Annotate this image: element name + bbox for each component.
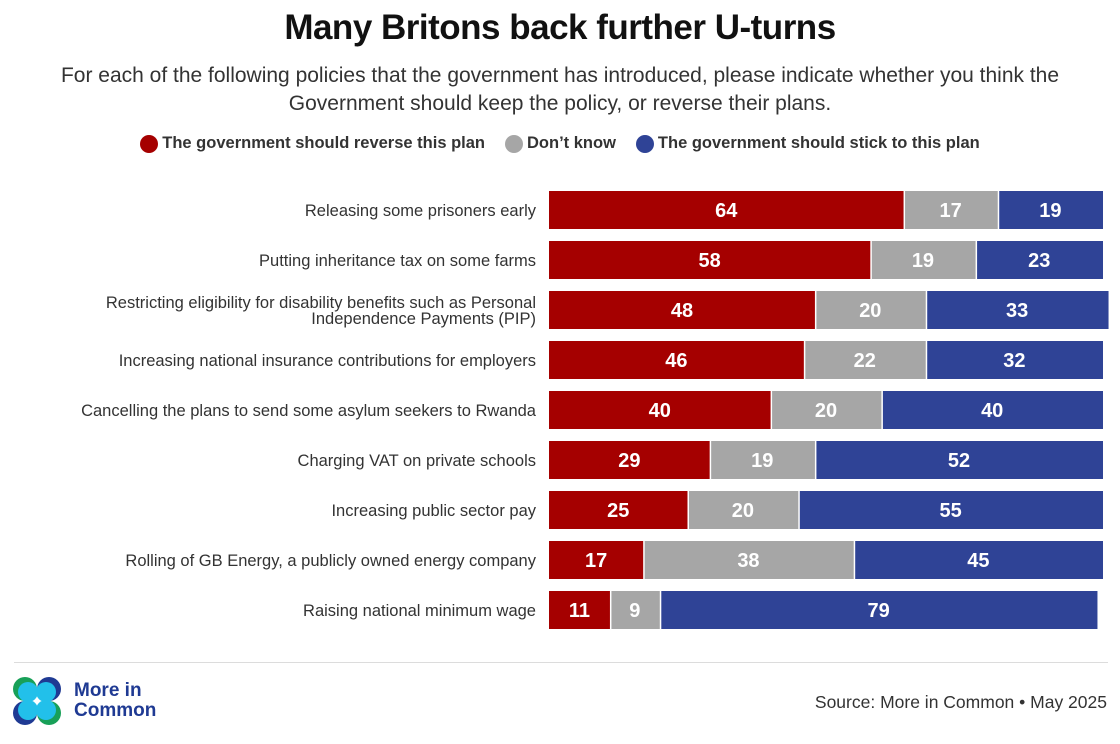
value-label-reverse: 11 (569, 600, 590, 622)
value-label-dont-know: 20 (732, 500, 754, 522)
value-label-dont-know: 19 (751, 450, 773, 472)
bar-segment-dont-know (711, 441, 815, 479)
legend: The government should reverse this plan … (0, 134, 1120, 153)
value-label-dont-know: 9 (629, 600, 640, 622)
category-label: Restricting eligibility for disability b… (106, 294, 536, 312)
value-label-stick: 19 (1039, 200, 1061, 222)
bar-segment-reverse (549, 541, 644, 579)
logo-text-line1: More in (74, 680, 142, 701)
value-label-dont-know: 22 (854, 350, 876, 372)
value-label-stick: 79 (868, 600, 890, 622)
value-label-dont-know: 38 (737, 550, 759, 572)
logo-text-line2: Common (74, 700, 157, 721)
footer-divider (14, 662, 1108, 663)
bar-segment-reverse (549, 441, 710, 479)
bar-segment-reverse (549, 491, 688, 529)
value-label-stick: 45 (967, 550, 989, 572)
category-label: Increasing public sector pay (331, 502, 536, 520)
value-label-dont-know: 19 (912, 250, 934, 272)
category-label: Raising national minimum wage (303, 602, 536, 620)
legend-dot-reverse (140, 134, 159, 153)
value-label-stick: 33 (1006, 300, 1028, 322)
bar-segment-stick (799, 491, 1103, 529)
value-label-stick: 23 (1028, 250, 1050, 272)
bar-segment-stick (816, 441, 1103, 479)
value-label-stick: 32 (1003, 350, 1025, 372)
category-label: Rolling of GB Energy, a publicly owned e… (125, 552, 536, 570)
bar-segment-reverse (549, 191, 904, 229)
category-label: Releasing some prisoners early (305, 202, 537, 220)
legend-label-dont-know: Don’t know (527, 134, 616, 152)
chart-subtitle: For each of the following policies that … (60, 64, 1060, 115)
value-label-dont-know: 20 (859, 300, 881, 322)
category-label: Increasing national insurance contributi… (119, 352, 536, 370)
bar-segment-stick (855, 541, 1103, 579)
bar-segment-reverse (549, 391, 771, 429)
value-label-reverse: 17 (585, 550, 607, 572)
bar-segment-dont-know (644, 541, 854, 579)
bar-segment-dont-know (871, 241, 976, 279)
value-label-reverse: 25 (607, 500, 629, 522)
value-label-reverse: 40 (649, 400, 671, 422)
category-label: Charging VAT on private schools (298, 452, 536, 470)
value-label-stick: 52 (948, 450, 970, 472)
category-label: Independence Payments (PIP) (311, 310, 536, 328)
legend-item-reverse: The government should reverse this plan (140, 134, 485, 153)
bar-segment-stick (999, 191, 1103, 229)
bar-segment-dont-know (772, 391, 882, 429)
logo-icon (13, 677, 61, 725)
source-note: Source: More in Common • May 2025 (814, 692, 1107, 712)
bar-segment-dont-know (689, 491, 799, 529)
legend-dot-dont-know (505, 134, 524, 153)
bar-segment-dont-know (905, 191, 998, 229)
bar-segment-stick (927, 291, 1109, 329)
value-label-reverse: 46 (665, 350, 687, 372)
legend-label-reverse: The government should reverse this plan (162, 134, 486, 152)
bar-segment-reverse (549, 341, 804, 379)
value-label-reverse: 29 (618, 450, 640, 472)
value-label-stick: 55 (940, 500, 962, 522)
legend-label-stick: The government should stick to this plan (657, 134, 980, 152)
value-label-dont-know: 20 (815, 400, 837, 422)
category-label: Putting inheritance tax on some farms (259, 252, 536, 270)
bar-segment-dont-know (816, 291, 926, 329)
stacked-bar-chart: Releasing some prisoners early 64 17 19 Putt… (81, 191, 1109, 629)
legend-item-stick: The government should stick to this plan (635, 134, 980, 153)
category-label: Cancelling the plans to send some asylum… (81, 402, 537, 420)
bar-segment-stick (927, 341, 1103, 379)
bar-segment-reverse (549, 241, 871, 279)
value-label-reverse: 64 (715, 200, 738, 222)
bar-segment-stick (661, 591, 1098, 629)
bar-segment-stick (882, 391, 1103, 429)
logo-wordmark: More in Common (74, 681, 156, 721)
bar-segment-dont-know (611, 591, 660, 629)
legend-item-dont-know: Don’t know (505, 134, 616, 153)
chart-title: Many Britons back further U-turns (284, 8, 836, 47)
value-label-reverse: 48 (671, 300, 693, 322)
bar-segment-reverse (549, 591, 610, 629)
more-in-common-logo: More in Common (12, 676, 156, 726)
value-label-dont-know: 17 (940, 200, 962, 222)
bar-segment-dont-know (805, 341, 926, 379)
value-label-stick: 40 (981, 400, 1003, 422)
bar-segment-stick (977, 241, 1103, 279)
value-label-reverse: 58 (699, 250, 721, 272)
legend-dot-stick (635, 134, 654, 153)
bar-segment-reverse (549, 291, 815, 329)
